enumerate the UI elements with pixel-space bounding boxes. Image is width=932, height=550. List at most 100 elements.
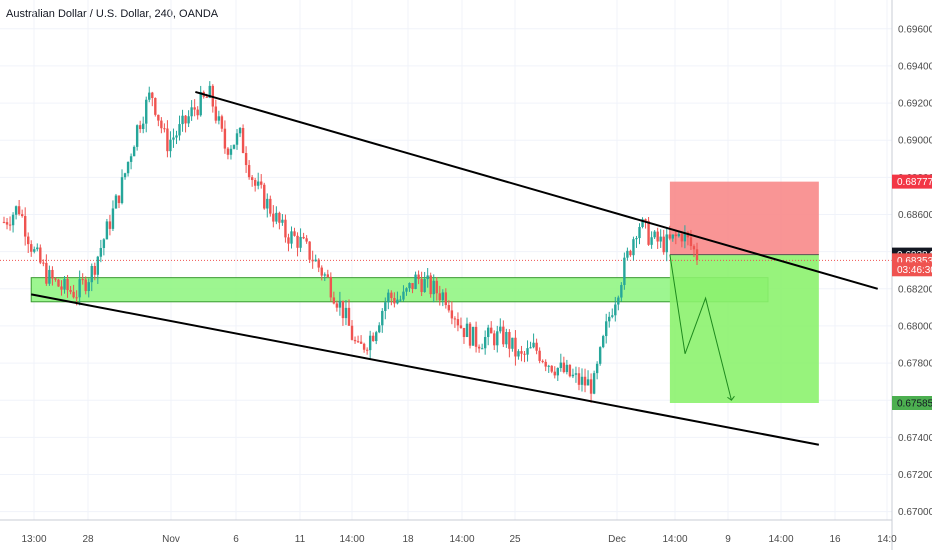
candle-body bbox=[187, 116, 190, 124]
candle-body bbox=[414, 274, 417, 289]
candle-body bbox=[493, 333, 496, 346]
price-tag-bg bbox=[892, 174, 932, 189]
candle-body bbox=[132, 146, 136, 157]
candle-body bbox=[244, 153, 248, 166]
candle-body bbox=[595, 363, 599, 374]
candle-body bbox=[281, 219, 284, 223]
candle-body bbox=[11, 214, 15, 226]
y-tick-label: 0.67200 bbox=[898, 470, 932, 481]
candle-body bbox=[547, 365, 550, 367]
candle-body bbox=[644, 219, 647, 221]
candle-body bbox=[305, 238, 308, 242]
candle-body bbox=[260, 181, 263, 185]
candle-body bbox=[589, 379, 593, 394]
candle-body bbox=[462, 327, 466, 338]
candle-body bbox=[193, 107, 196, 110]
candle-body bbox=[393, 298, 396, 304]
candle-body bbox=[665, 234, 668, 253]
candle-body bbox=[308, 241, 311, 260]
candle-body bbox=[63, 279, 66, 290]
candle-body bbox=[42, 262, 45, 264]
candle-body bbox=[662, 236, 665, 253]
stop-loss-zone bbox=[669, 181, 819, 255]
candle-body bbox=[459, 325, 463, 328]
candle-body bbox=[226, 148, 230, 155]
candle-body bbox=[232, 144, 236, 149]
candle-body bbox=[429, 275, 432, 295]
candle-body bbox=[695, 249, 699, 260]
candle-body bbox=[647, 220, 650, 245]
candle-body bbox=[105, 221, 109, 240]
candle-body bbox=[78, 279, 81, 298]
candle-body bbox=[160, 120, 163, 129]
trendline-upper bbox=[195, 90, 879, 290]
x-tick-label: 16 bbox=[829, 534, 841, 545]
candle-body bbox=[592, 373, 596, 394]
candle-body bbox=[326, 274, 330, 277]
candle-body bbox=[296, 235, 299, 248]
candle-body bbox=[417, 274, 420, 280]
candle-body bbox=[447, 305, 451, 311]
candle-body bbox=[205, 96, 208, 98]
candle-body bbox=[368, 335, 372, 351]
candle-body bbox=[17, 206, 21, 215]
candle-body bbox=[214, 106, 218, 121]
candle-body bbox=[344, 307, 348, 319]
candle-body bbox=[263, 184, 266, 209]
candle-body bbox=[99, 247, 103, 257]
price-tag-bg bbox=[892, 396, 932, 410]
trend-lines[interactable] bbox=[31, 90, 879, 446]
candle-body bbox=[441, 292, 444, 301]
candle-body bbox=[199, 92, 202, 116]
candle-body bbox=[638, 226, 641, 239]
candle-body bbox=[120, 177, 124, 204]
x-tick-label: 6 bbox=[233, 534, 239, 545]
candle-body bbox=[8, 224, 12, 226]
candle-body bbox=[272, 213, 275, 222]
candle-body bbox=[290, 231, 293, 244]
candle-body bbox=[266, 198, 269, 209]
candle-body bbox=[302, 236, 305, 239]
candle-body bbox=[568, 364, 572, 377]
candle-body bbox=[438, 293, 441, 301]
x-tick-label: 14:00 bbox=[662, 534, 687, 545]
candle-body bbox=[529, 347, 532, 349]
y-tick-label: 0.67000 bbox=[898, 507, 932, 518]
candle-body bbox=[96, 256, 100, 275]
candle-body bbox=[629, 250, 632, 256]
candle-body bbox=[514, 337, 517, 357]
candle-body bbox=[444, 292, 448, 306]
candle-body bbox=[54, 278, 57, 280]
x-tick-label: 9 bbox=[725, 534, 731, 545]
candle-body bbox=[220, 116, 224, 129]
candle-body bbox=[178, 124, 181, 136]
candle-body bbox=[196, 109, 199, 116]
candle-body bbox=[656, 231, 659, 242]
x-tick-label: 18 bbox=[402, 534, 414, 545]
candle-body bbox=[223, 128, 227, 149]
candle-body bbox=[217, 116, 221, 121]
candle-body bbox=[626, 250, 629, 258]
candle-body bbox=[14, 206, 18, 215]
candle-body bbox=[114, 195, 118, 209]
candle-body bbox=[396, 299, 399, 304]
price-tag-label: 0.68353 bbox=[897, 256, 932, 267]
candle-body bbox=[57, 279, 60, 287]
candle-body bbox=[517, 351, 520, 357]
price-tag-label: 0.68777 bbox=[897, 177, 932, 188]
candle-body bbox=[586, 379, 590, 386]
candle-body bbox=[577, 373, 581, 385]
candle-body bbox=[362, 343, 366, 350]
candle-body bbox=[323, 274, 326, 276]
candle-body bbox=[474, 326, 478, 347]
candle-body bbox=[184, 115, 187, 124]
price-tag-bg bbox=[892, 262, 932, 277]
candle-body bbox=[390, 292, 393, 299]
candle-body bbox=[375, 332, 378, 342]
candle-body bbox=[496, 331, 499, 346]
candle-body bbox=[490, 327, 493, 334]
candle-body bbox=[371, 335, 375, 342]
x-tick-label: 14:00 bbox=[768, 534, 793, 545]
